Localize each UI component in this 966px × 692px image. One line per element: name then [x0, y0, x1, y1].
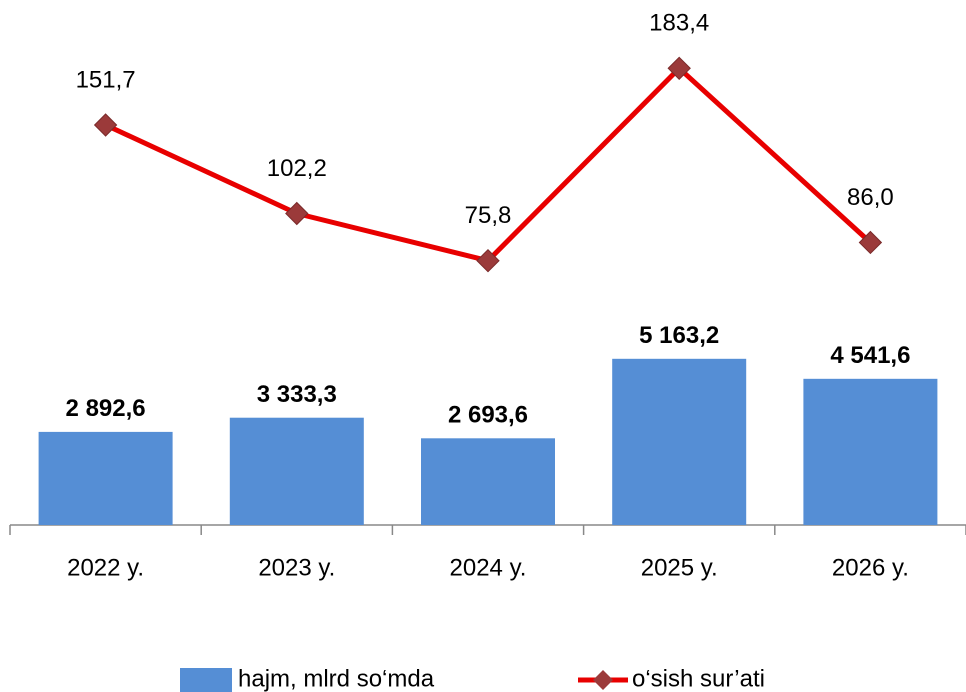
bar-value-label: 2 892,6 — [66, 395, 146, 422]
x-tick-label: 2023 y. — [258, 554, 335, 581]
line-marker — [476, 248, 500, 273]
line-value-label: 102,2 — [267, 155, 327, 182]
line-value-label: 86,0 — [847, 184, 894, 211]
legend-label: o‘sish sur’ati — [632, 665, 765, 692]
bar-value-label: 4 541,6 — [830, 342, 910, 369]
bar-value-label: 2 693,6 — [448, 402, 528, 429]
line — [104, 65, 873, 264]
x-tick-label: 2024 y. — [450, 554, 527, 581]
legend-marker — [593, 670, 613, 690]
line-marker — [285, 201, 309, 226]
line-marker — [858, 230, 883, 255]
bar — [229, 417, 364, 525]
line-marker — [667, 56, 691, 81]
line-value-label: 75,8 — [465, 202, 512, 229]
legend-label: hajm, mlrd so‘mda — [238, 665, 435, 692]
bar-value-label: 5 163,2 — [639, 322, 719, 349]
bar — [612, 358, 747, 525]
bar — [803, 378, 938, 525]
x-tick-label: 2026 y. — [832, 554, 909, 581]
bar-value-label: 3 333,3 — [257, 381, 337, 408]
legend-swatch — [180, 668, 232, 692]
line-marker — [93, 113, 118, 137]
line-value-label: 151,7 — [76, 66, 136, 93]
bar — [38, 431, 173, 525]
x-tick-label: 2025 y. — [641, 554, 718, 581]
line-value-label: 183,4 — [649, 10, 709, 37]
x-tick-label: 2022 y. — [67, 554, 144, 581]
bar — [421, 438, 555, 525]
